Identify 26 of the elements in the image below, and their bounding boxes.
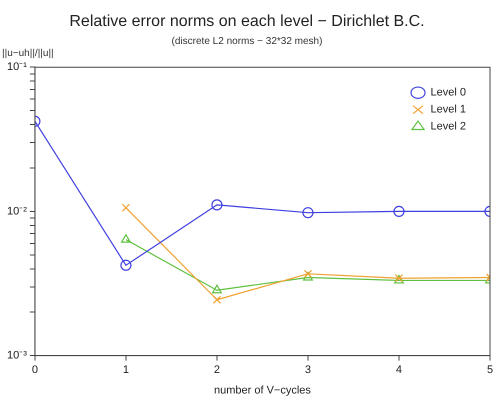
- point: [120, 234, 131, 243]
- x-tick-label: 4: [396, 364, 402, 376]
- x-tick-label: 2: [214, 364, 220, 376]
- x-tick-label: 3: [304, 364, 312, 376]
- y-tick-label: 10⁻³: [6, 350, 28, 362]
- point: [393, 206, 405, 217]
- x-tick-label: 1: [122, 364, 129, 376]
- legend-label: Level 0: [430, 86, 466, 99]
- point: [120, 260, 132, 271]
- y-axis-title: ||u−uh||/||u||: [2, 48, 54, 59]
- point: [212, 296, 222, 304]
- point: [302, 207, 314, 218]
- x-axis-title: number of V−cycles: [214, 384, 312, 396]
- point: [211, 199, 223, 210]
- y-tick-label: 10⁻¹: [6, 61, 28, 74]
- point: [122, 204, 130, 212]
- point: [303, 272, 313, 281]
- x-tick-label: 0: [32, 364, 38, 376]
- legend-label: Level 2: [430, 120, 466, 133]
- y-tick-label: 10⁻²: [6, 205, 28, 218]
- point: [212, 284, 222, 294]
- x-tick-label: 5: [486, 364, 494, 376]
- legend-label: Level 1: [430, 104, 466, 116]
- chart-title: Relative error norms on each level − Dirichlet B.C.: [69, 13, 425, 30]
- point: [304, 270, 312, 278]
- chart-subtitle: (discrete L2 norms − 32*32 mesh): [172, 36, 322, 47]
